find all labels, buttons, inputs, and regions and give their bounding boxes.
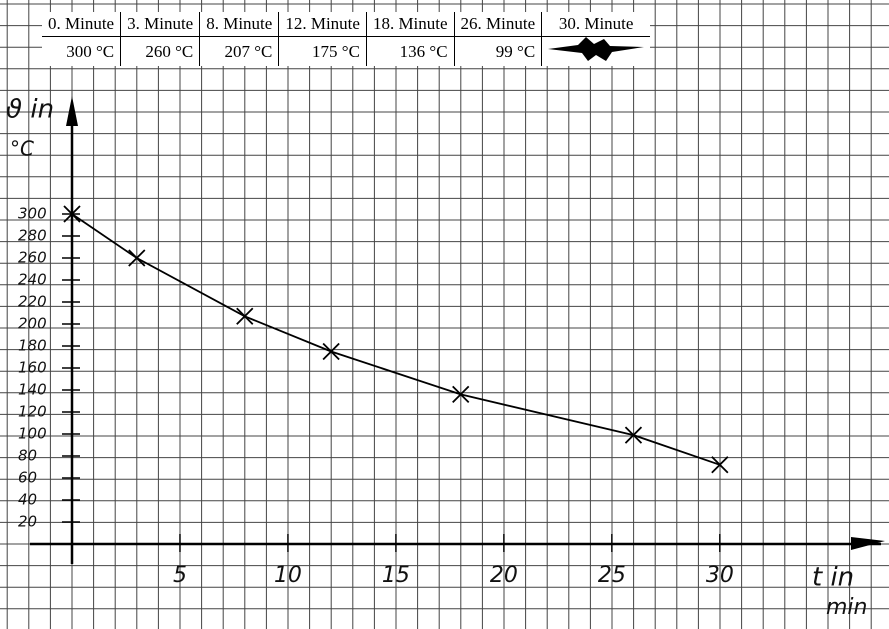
x-tick-label: 30: [706, 563, 734, 588]
header-cell: 18. Minute: [365, 12, 455, 37]
y-tick-label: 180: [18, 337, 47, 355]
y-tick-label: 20: [18, 513, 37, 531]
header-cell: 0. Minute: [42, 12, 121, 37]
data-cross: [322, 342, 340, 361]
y-tick-label: 160: [18, 359, 47, 377]
header-cell: 30. Minute: [541, 12, 651, 37]
x-tick-label: 25: [598, 563, 626, 588]
value-cell: 175 °C: [278, 36, 367, 66]
blackout-star: [548, 37, 645, 61]
x-axis-arrow: [851, 537, 885, 550]
blacked-out-cell: [541, 36, 651, 66]
data-cross: [711, 456, 729, 474]
x-axis-label: t in: [812, 563, 854, 593]
y-tick-label: 60: [18, 469, 37, 487]
table-values: 300 °C 260 °C 207 °C 175 °C 136 °C 99 °C: [42, 36, 651, 66]
header-cell: 8. Minute: [199, 12, 279, 37]
y-tick-label: 260: [18, 249, 47, 267]
y-tick-label: 40: [18, 491, 37, 509]
header-cell: 26. Minute: [453, 12, 542, 37]
y-axis-label: ϑ in: [6, 95, 54, 125]
data-cross: [63, 205, 81, 223]
x-tick-label: 20: [490, 563, 518, 588]
y-tick-label: 300: [18, 205, 47, 223]
y-tick-label: 200: [18, 315, 47, 333]
blackout: [548, 37, 645, 61]
data-cross: [452, 385, 470, 404]
y-tick-label: 240: [18, 271, 47, 289]
value-table: 0. Minute 3. Minute 8. Minute 12. Minute 18.…: [42, 12, 651, 66]
y-tick-label: 100: [18, 425, 47, 443]
value-cell: 300 °C: [66, 41, 115, 61]
y-tick-label: 280: [18, 227, 47, 245]
plot: 20 40 60 80 100 120 140 160 180 200 220 240 260 280 30…: [18, 96, 885, 588]
data-cross: [236, 307, 254, 325]
y-axis-unit: °C: [10, 137, 34, 161]
y-axis-arrow: [66, 96, 78, 126]
table-header: 0. Minute 3. Minute 8. Minute 12. Minute 18.…: [42, 12, 651, 37]
x-tick-label: 15: [382, 563, 410, 588]
header-cell: 12. Minute: [278, 12, 367, 37]
y-tick-label: 140: [18, 381, 47, 399]
x-axis-unit: min: [826, 595, 868, 620]
data-cross: [128, 249, 146, 267]
value-cell: 136 °C: [365, 36, 455, 66]
value-cell: 207 °C: [199, 36, 279, 66]
value-cell: 260 °C: [120, 36, 200, 66]
y-tick-label: 220: [18, 293, 47, 311]
value-cell: 99 °C: [453, 36, 542, 66]
data-cross: [624, 426, 643, 444]
x-tick-label: 5: [173, 563, 187, 588]
y-tick-label: 80: [18, 447, 37, 465]
header-cell: 3. Minute: [120, 12, 200, 37]
y-tick-label: 120: [18, 403, 47, 421]
x-tick-label: 10: [274, 563, 302, 588]
